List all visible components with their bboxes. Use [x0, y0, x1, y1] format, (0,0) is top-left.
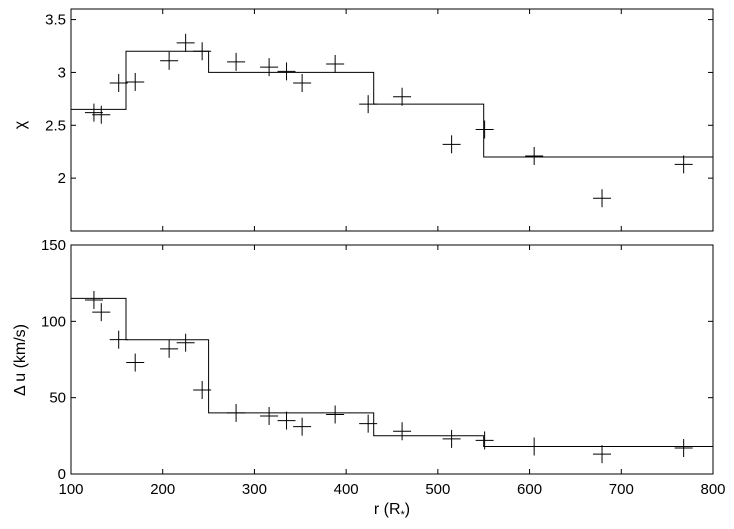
- velocity-data-point: [359, 414, 378, 433]
- chi-data-point: [109, 74, 128, 92]
- velocity-step-line: [71, 297, 713, 447]
- chi-data-point: [442, 135, 461, 154]
- velocity-data-point: [84, 290, 103, 309]
- velocity-y-tick-label: 100: [41, 313, 66, 330]
- x-tick-label: 500: [425, 481, 450, 498]
- velocity-y-tick-label: 0: [58, 466, 66, 483]
- x-axis-label: r (R*): [374, 501, 410, 521]
- velocity-y-axis-label: Δ u (km/s): [12, 324, 29, 396]
- chi-data-point: [525, 146, 544, 165]
- velocity-data-point: [260, 406, 279, 425]
- chi-data-point: [193, 42, 212, 61]
- velocity-axis-ticks: 100 200 300 400 500 600 700 800 0 50 100 150: [41, 237, 726, 498]
- chi-axis-ticks: 2 2.5 3 3.5: [45, 9, 714, 231]
- x-axis-label-main: r (R: [374, 501, 401, 518]
- velocity-y-tick-label: 50: [49, 390, 66, 407]
- x-tick-label: 400: [334, 481, 359, 498]
- velocity-data-points: [84, 290, 693, 464]
- velocity-data-point: [176, 333, 195, 352]
- chi-panel: 2 2.5 3 3.5 χ: [12, 8, 714, 232]
- chi-step-function: [71, 50, 713, 158]
- chi-data-point: [593, 189, 612, 208]
- chi-data-point: [227, 52, 246, 71]
- velocity-data-point: [277, 411, 296, 430]
- chi-plot-frame: [70, 8, 714, 232]
- velocity-data-point: [525, 437, 544, 456]
- chi-y-tick-label: 2.5: [45, 117, 66, 134]
- velocity-data-point: [293, 417, 312, 436]
- velocity-panel: 100 200 300 400 500 600 700 800 0 50 100 150 Δ u (k…: [12, 237, 726, 498]
- chi-data-points: [84, 33, 693, 208]
- velocity-data-point: [326, 405, 345, 424]
- x-tick-label: 800: [700, 481, 725, 498]
- chi-data-point: [160, 51, 179, 70]
- chi-data-point: [92, 105, 111, 124]
- velocity-data-point: [92, 303, 111, 322]
- chi-step-line: [71, 50, 713, 158]
- velocity-data-point: [475, 431, 494, 450]
- velocity-data-point: [227, 403, 246, 422]
- x-tick-label: 100: [58, 481, 83, 498]
- x-axis-label-close: ): [405, 501, 410, 518]
- x-tick-label: 300: [242, 481, 267, 498]
- chi-data-point: [260, 58, 279, 77]
- x-tick-label: 200: [150, 481, 175, 498]
- chi-y-tick-label: 2: [58, 170, 66, 187]
- x-tick-label: 600: [517, 481, 542, 498]
- velocity-data-point: [674, 439, 693, 458]
- chi-data-point: [674, 155, 693, 174]
- velocity-data-point: [126, 353, 145, 372]
- velocity-plot-frame: [70, 244, 714, 475]
- chi-data-point: [277, 62, 296, 81]
- velocity-y-tick-label: 150: [41, 237, 66, 254]
- chi-y-axis-label: χ: [12, 120, 29, 129]
- velocity-data-point: [593, 445, 612, 464]
- chi-data-point: [326, 54, 345, 73]
- chi-data-point: [393, 87, 412, 106]
- velocity-step-function: [71, 297, 713, 447]
- chi-y-tick-label: 3.5: [45, 12, 66, 29]
- velocity-data-point: [160, 339, 179, 358]
- chi-y-tick-label: 3: [58, 64, 66, 81]
- velocity-data-point: [442, 429, 461, 448]
- chi-data-point: [84, 103, 103, 122]
- chi-data-point: [359, 95, 378, 114]
- x-axis-label-subscript: *: [401, 509, 406, 521]
- velocity-data-point: [193, 381, 212, 400]
- chi-data-point: [176, 33, 195, 52]
- velocity-data-point: [109, 330, 128, 349]
- chi-data-point: [126, 72, 145, 91]
- velocity-data-point: [393, 422, 412, 441]
- x-tick-label: 700: [609, 481, 634, 498]
- chi-data-point: [293, 74, 312, 92]
- chi-data-point: [475, 120, 494, 139]
